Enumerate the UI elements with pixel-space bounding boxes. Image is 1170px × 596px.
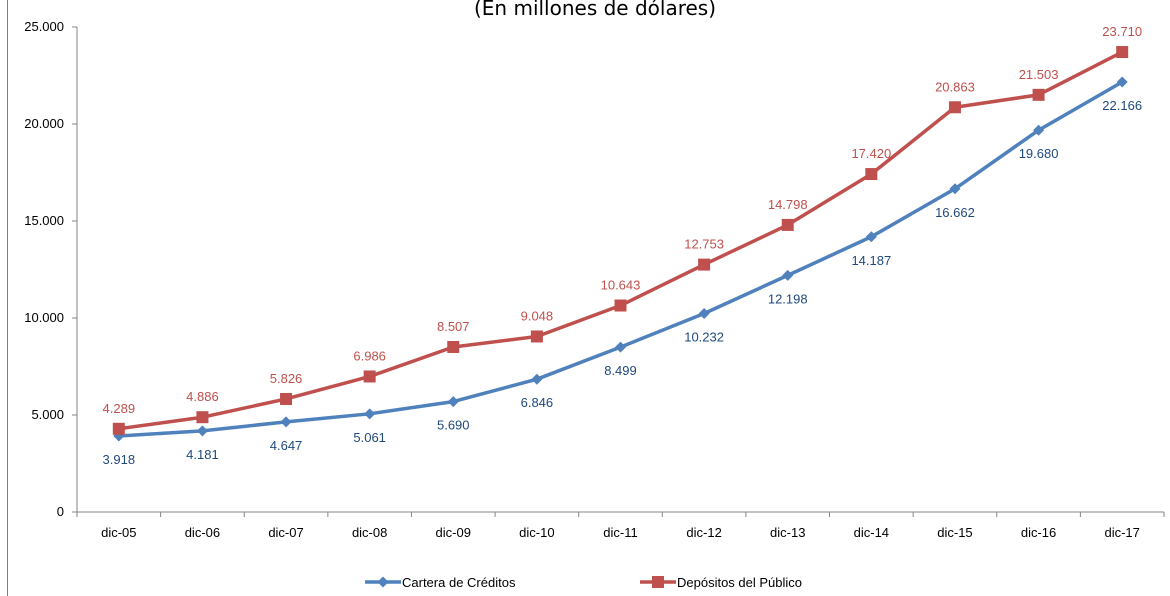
data-label: 16.662	[935, 205, 975, 220]
data-point-marker	[1032, 88, 1045, 101]
data-point-marker	[1033, 124, 1045, 136]
data-point-marker	[865, 231, 877, 243]
data-label: 6.846	[521, 395, 554, 410]
data-point-marker	[364, 408, 376, 420]
y-tick-label: 5.000	[31, 407, 64, 422]
x-tick-label: dic-12	[686, 525, 721, 540]
data-label: 22.166	[1102, 98, 1142, 113]
legend-label: Cartera de Créditos	[402, 575, 516, 590]
data-point-marker	[782, 269, 794, 281]
x-tick-label: dic-13	[770, 525, 805, 540]
x-tick-label: dic-16	[1021, 525, 1056, 540]
data-label: 4.886	[186, 389, 219, 404]
data-point-marker	[447, 396, 459, 408]
data-label: 10.232	[684, 329, 724, 344]
data-labels: 3.918 4.181 4.647 5.061 5.690 6.846 8.499 10.23…	[103, 24, 1143, 467]
series-group	[112, 46, 1129, 442]
y-tick-label: 15.000	[24, 213, 64, 228]
data-label: 5.061	[353, 430, 386, 445]
data-label: 4.181	[186, 447, 219, 462]
data-label: 5.690	[437, 418, 470, 433]
data-label: 6.986	[353, 348, 386, 363]
data-point-marker	[1116, 76, 1128, 88]
x-tick-label: dic-07	[268, 525, 303, 540]
data-point-marker	[280, 392, 293, 405]
data-point-marker	[698, 307, 710, 319]
data-point-marker	[531, 373, 543, 385]
data-label: 4.647	[270, 438, 303, 453]
data-label: 12.198	[768, 291, 808, 306]
axes: 0 5.000 10.000 15.000 20.000 25.000 dic-05 dic-…	[24, 19, 1165, 540]
x-tick-label: dic-09	[436, 525, 471, 540]
y-tick-label: 10.000	[24, 310, 64, 325]
y-tick-label: 25.000	[24, 19, 64, 34]
data-label: 8.507	[437, 319, 470, 334]
data-point-marker	[280, 416, 292, 428]
legend-marker	[377, 576, 389, 588]
x-tick-label: dic-06	[185, 525, 220, 540]
data-point-marker	[948, 101, 961, 114]
data-label: 10.643	[601, 278, 641, 293]
legend-item-0: Cartera de Créditos	[365, 575, 516, 590]
x-tick-label: dic-10	[519, 525, 554, 540]
data-label: 4.289	[103, 401, 136, 416]
data-point-marker	[447, 340, 460, 353]
data-point-marker	[949, 183, 961, 195]
data-point-marker	[196, 425, 208, 437]
data-label: 14.798	[768, 197, 808, 212]
data-label: 3.918	[103, 452, 136, 467]
data-point-marker	[615, 341, 626, 353]
legend-item-1: Depósitos del Público	[640, 575, 802, 590]
data-point-marker	[781, 218, 794, 231]
legend-marker	[652, 576, 664, 588]
data-label: 20.863	[935, 79, 975, 94]
data-point-marker	[1116, 46, 1129, 59]
data-label: 19.680	[1019, 146, 1059, 161]
data-point-marker	[865, 168, 878, 181]
data-label: 14.187	[851, 253, 891, 268]
data-label: 17.420	[851, 146, 891, 161]
data-point-marker	[698, 258, 711, 271]
data-label: 21.503	[1019, 67, 1059, 82]
data-label: 23.710	[1102, 24, 1142, 39]
legend: Cartera de Créditos Depósitos del Público	[365, 575, 802, 590]
data-label: 5.826	[270, 371, 303, 386]
x-tick-label: dic-05	[101, 525, 136, 540]
data-point-marker	[363, 370, 376, 383]
data-label: 12.753	[684, 237, 724, 252]
x-tick-label: dic-08	[352, 525, 387, 540]
chart-subtitle: (En millones de dólares)	[474, 0, 716, 20]
data-point-marker	[614, 299, 627, 312]
x-tick-label: dic-15	[937, 525, 972, 540]
data-point-marker	[530, 330, 543, 343]
data-label: 9.048	[521, 308, 554, 323]
data-point-marker	[112, 422, 125, 435]
legend-label: Depósitos del Público	[677, 575, 802, 590]
x-tick-label: dic-14	[854, 525, 889, 540]
x-tick-label: dic-11	[603, 525, 637, 540]
y-tick-label: 0	[57, 504, 64, 519]
data-label: 8.499	[604, 363, 637, 378]
y-tick-label: 20.000	[24, 116, 64, 131]
x-tick-label: dic-17	[1104, 525, 1139, 540]
data-point-marker	[196, 411, 209, 424]
